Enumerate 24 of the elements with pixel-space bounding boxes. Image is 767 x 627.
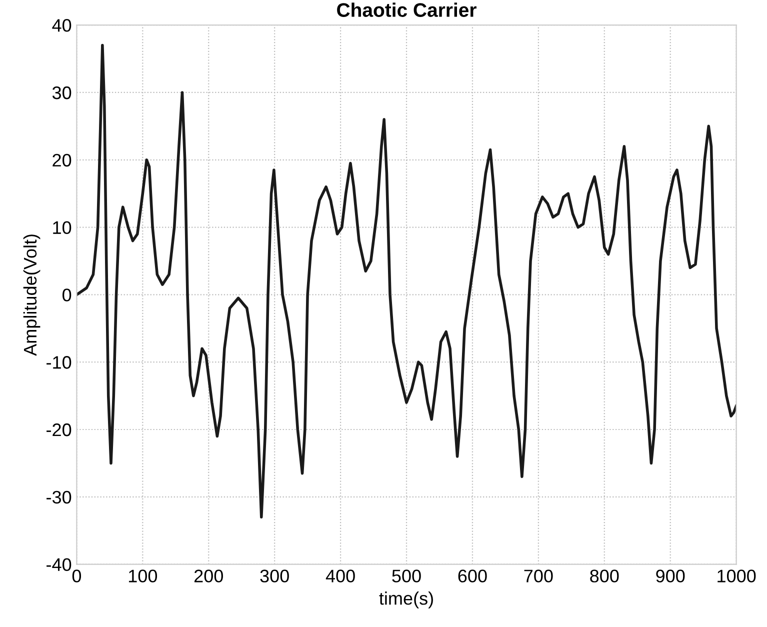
x-tick-label: 500 xyxy=(392,570,421,582)
x-axis-title: time(s) xyxy=(379,592,433,608)
x-tick-label: 600 xyxy=(458,570,487,582)
y-tick-label: 0 xyxy=(62,288,72,302)
x-tick-label: 800 xyxy=(590,570,619,582)
y-tick-label: 10 xyxy=(53,221,72,234)
y-tick-label: -20 xyxy=(46,423,72,436)
y-tick-label: -40 xyxy=(46,558,72,572)
y-tick-label: 30 xyxy=(52,86,72,100)
x-tick-label: 900 xyxy=(656,570,685,582)
chart-title: Chaotic Carrier xyxy=(337,2,476,17)
x-tick-label: 0 xyxy=(72,570,82,582)
y-tick-label: -10 xyxy=(46,356,72,369)
x-tick-label: 100 xyxy=(128,570,158,582)
x-tick-label: 400 xyxy=(326,570,355,582)
line-series xyxy=(76,44,736,519)
x-tick-label: 1000 xyxy=(718,570,756,582)
y-tick-label: 20 xyxy=(52,154,72,167)
y-tick-label: -30 xyxy=(46,490,72,504)
y-axis-title: Amplitude(Volt) xyxy=(23,234,40,356)
x-tick-label: 700 xyxy=(524,570,553,582)
y-tick-label: 40 xyxy=(52,19,72,32)
x-tick-label: 300 xyxy=(260,570,289,582)
x-tick-label: 200 xyxy=(194,570,223,582)
